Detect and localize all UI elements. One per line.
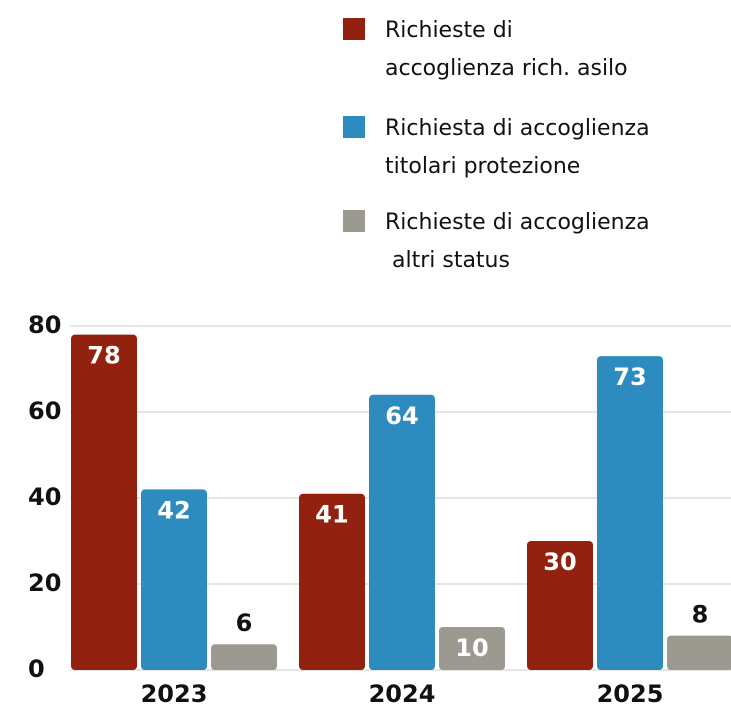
legend-swatch	[343, 116, 365, 138]
value-label: 30	[543, 548, 576, 576]
bar	[597, 356, 663, 670]
bar	[299, 493, 365, 670]
value-label: 8	[692, 601, 709, 629]
legend-label: Richieste di accoglienza altri status	[385, 210, 650, 273]
legend-label: Richieste di accoglienza rich. asilo	[385, 18, 628, 81]
legend-item: Richieste di accoglienza altri status	[343, 204, 650, 280]
y-tick-label: 80	[28, 311, 61, 339]
legend-item: Richiesta di accoglienza titolari protez…	[343, 110, 650, 186]
value-label: 41	[315, 501, 348, 529]
value-label: 64	[385, 402, 418, 430]
bar	[369, 394, 435, 670]
bar	[141, 489, 207, 670]
value-label: 6	[236, 609, 253, 637]
legend-item: Richieste di accoglienza rich. asilo	[343, 12, 628, 88]
value-label: 42	[157, 496, 190, 524]
y-tick-label: 0	[28, 655, 45, 683]
y-tick-label: 60	[28, 397, 61, 425]
y-tick-label: 20	[28, 569, 61, 597]
x-tick-label: 2024	[369, 680, 436, 708]
value-label: 73	[613, 363, 646, 391]
value-label: 78	[87, 342, 120, 370]
bar	[527, 541, 593, 670]
legend-label: Richiesta di accoglienza titolari protez…	[385, 116, 650, 179]
x-tick-label: 2025	[597, 680, 664, 708]
value-label: 10	[455, 634, 488, 662]
bar	[211, 644, 277, 670]
legend-swatch	[343, 210, 365, 232]
bar	[71, 334, 137, 670]
x-tick-label: 2023	[141, 680, 208, 708]
legend-swatch	[343, 18, 365, 40]
bar	[439, 627, 505, 670]
y-tick-label: 40	[28, 483, 61, 511]
bar	[667, 635, 731, 670]
